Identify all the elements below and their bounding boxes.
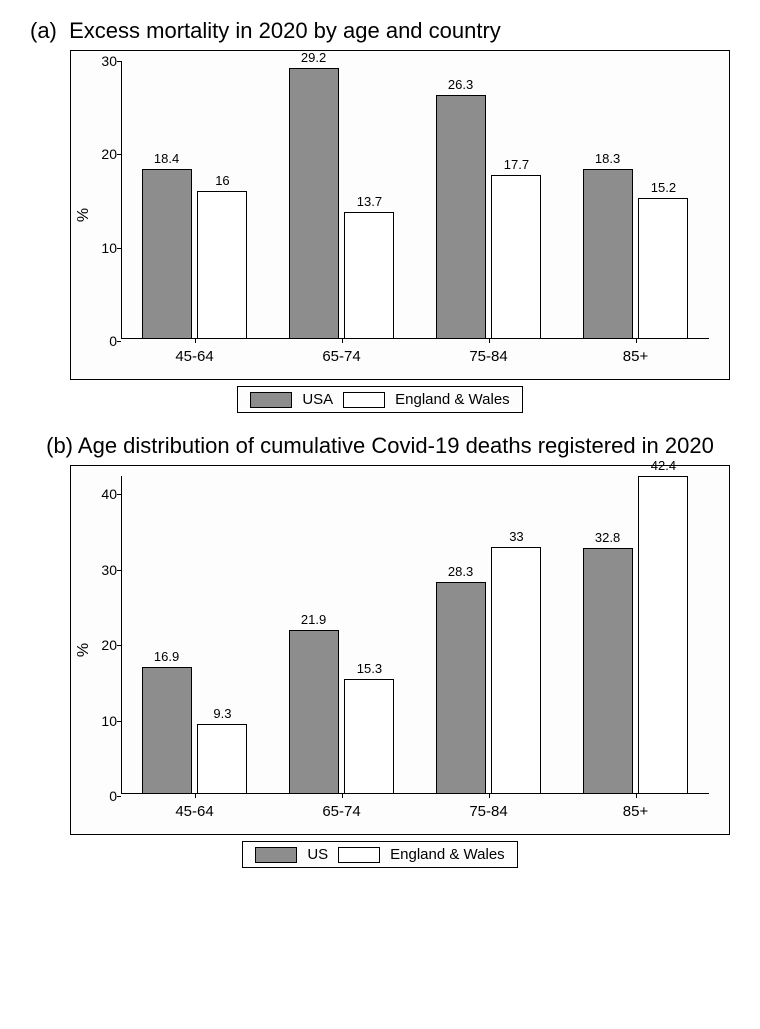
bar-value-label: 21.9 (301, 612, 326, 627)
y-tick-label: 30 (93, 562, 117, 578)
bar-value-label: 29.2 (301, 50, 326, 65)
bar (583, 169, 633, 339)
bar-value-label: 16 (215, 173, 229, 188)
bar (344, 212, 394, 339)
bar-value-label: 17.7 (504, 157, 529, 172)
bar-value-label: 15.3 (357, 661, 382, 676)
x-tick-label: 45-64 (175, 803, 213, 820)
x-tick-label: 85+ (623, 803, 648, 820)
bar-value-label: 28.3 (448, 564, 473, 579)
bar-value-label: 15.2 (651, 180, 676, 195)
x-tick-label: 65-74 (322, 803, 360, 820)
bar (436, 95, 486, 339)
bar (436, 582, 486, 794)
legend-label: US (307, 846, 328, 863)
bar-value-label: 13.7 (357, 194, 382, 209)
bar-value-label: 42.4 (651, 458, 676, 473)
bar (344, 679, 394, 794)
bar (491, 175, 541, 339)
panel-a-title-text: Excess mortality in 2020 by age and coun… (69, 18, 501, 43)
bar-value-label: 18.3 (595, 151, 620, 166)
panel-b-title-text: Age distribution of cumulative Covid-19 … (78, 433, 714, 458)
legend-b: US England & Wales (242, 841, 517, 868)
legend-swatch (343, 392, 385, 408)
y-axis-label: % (75, 208, 93, 222)
y-tick-label: 20 (93, 146, 117, 162)
legend-label: USA (302, 391, 333, 408)
bar-value-label: 32.8 (595, 530, 620, 545)
chart-b: %01020304016.99.321.915.328.33332.842.44… (70, 465, 730, 835)
legend-swatch (338, 847, 380, 863)
bar-value-label: 18.4 (154, 151, 179, 166)
bar (583, 548, 633, 794)
bar (638, 476, 688, 794)
x-tick-label: 75-84 (469, 348, 507, 365)
x-tick-label: 85+ (623, 348, 648, 365)
y-tick-label: 0 (93, 333, 117, 349)
bar-value-label: 16.9 (154, 649, 179, 664)
bar (289, 68, 339, 339)
panel-b-title: (b) Age distribution of cumulative Covid… (0, 433, 760, 459)
legend-swatch (250, 392, 292, 408)
y-tick-label: 0 (93, 788, 117, 804)
legend-label: England & Wales (395, 391, 510, 408)
legend-label: England & Wales (390, 846, 505, 863)
bar-value-label: 33 (509, 529, 523, 544)
bar (142, 169, 192, 340)
chart-a: % 0 10 20 30 18.4 16 29.2 13.7 26.3 17.7 18.3 15.2 45… (70, 50, 730, 380)
x-tick-label: 45-64 (175, 348, 213, 365)
bar-value-label: 9.3 (213, 706, 231, 721)
legend-swatch (255, 847, 297, 863)
bar (142, 667, 192, 794)
panel-a-label: (a) (30, 18, 57, 43)
figure-container: (a) Excess mortality in 2020 by age and … (0, 0, 760, 908)
y-tick-label: 30 (93, 53, 117, 69)
bar (491, 547, 541, 794)
bar (197, 724, 247, 794)
y-tick-label: 10 (93, 240, 117, 256)
panel-a-title: (a) Excess mortality in 2020 by age and … (30, 18, 760, 44)
y-axis-label: % (75, 643, 93, 657)
y-tick-label: 40 (93, 486, 117, 502)
y-tick-label: 10 (93, 713, 117, 729)
bar (638, 198, 688, 339)
bar-value-label: 26.3 (448, 77, 473, 92)
bar (197, 191, 247, 339)
x-tick-label: 65-74 (322, 348, 360, 365)
panel-b-label: (b) (46, 433, 73, 458)
bar (289, 630, 339, 794)
x-tick-label: 75-84 (469, 803, 507, 820)
y-tick-label: 20 (93, 637, 117, 653)
legend-a: USA England & Wales (237, 386, 522, 413)
